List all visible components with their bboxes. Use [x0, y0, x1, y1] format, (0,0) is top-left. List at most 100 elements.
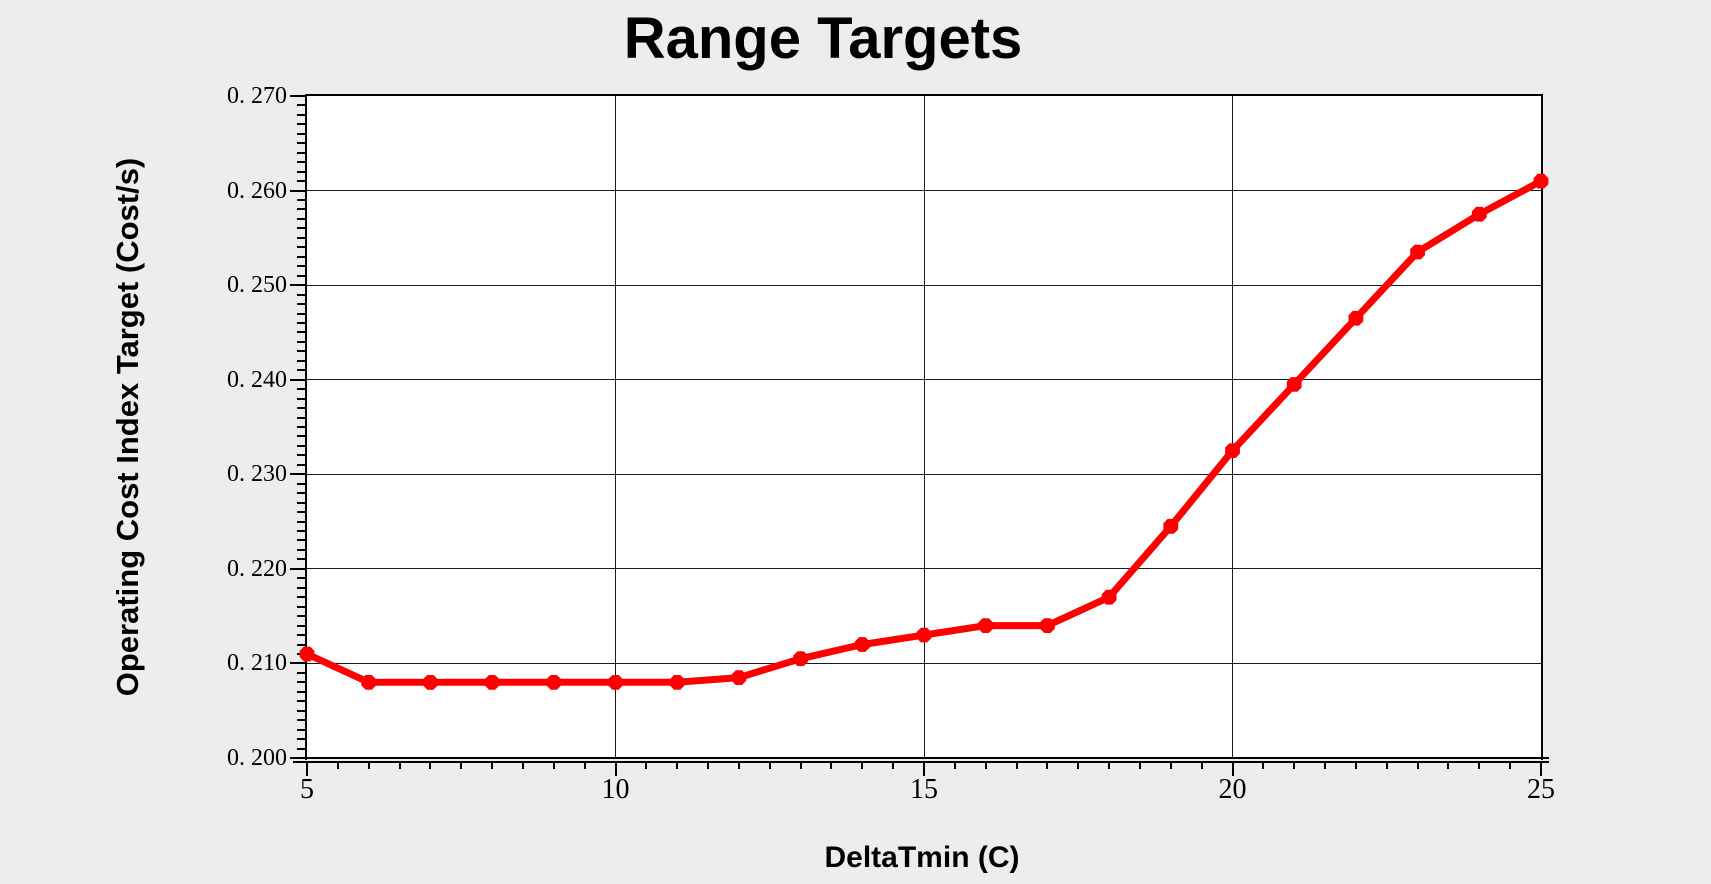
data-point-marker [299, 646, 315, 662]
x-gridline [923, 96, 925, 758]
x-tick-minor [1478, 763, 1481, 769]
x-tick-minor [552, 763, 555, 769]
y-tick-minor [297, 321, 305, 324]
y-tick-minor [297, 369, 305, 372]
y-tick-label: 0. 260 [227, 177, 287, 204]
y-tick-minor [297, 492, 305, 495]
data-point-marker [1225, 443, 1240, 458]
y-axis-line [305, 94, 307, 760]
y-tick-major [290, 662, 305, 665]
data-point-marker [1471, 206, 1487, 222]
x-tick-minor [830, 763, 833, 769]
y-tick-minor [297, 397, 305, 400]
y-tick-minor [297, 142, 305, 145]
x-tick-minor [1046, 763, 1049, 769]
y-tick-minor [297, 359, 305, 362]
x-tick-minor [707, 763, 710, 769]
data-point-marker [1101, 589, 1117, 605]
x-tick-minor [1447, 763, 1450, 769]
y-tick-minor [297, 246, 305, 249]
x-tick-minor [367, 763, 370, 769]
y-tick-minor [297, 331, 305, 334]
y-tick-minor [297, 501, 305, 504]
x-tick-minor [491, 763, 494, 769]
plot-area: 0. 200 0. 210 0. 220 0. 230 0. 240 0. 250 0. 2… [227, 83, 1555, 805]
y-tick-label: 0. 210 [227, 650, 287, 677]
y-tick-minor [297, 132, 305, 135]
y-tick-minor [297, 615, 305, 618]
y-tick-minor [297, 161, 305, 164]
y-tick-minor [297, 113, 305, 116]
y-tick-minor [297, 454, 305, 457]
y-tick-minor [297, 671, 305, 674]
x-tick-minor [1138, 763, 1141, 769]
x-tick-minor [953, 763, 956, 769]
data-point-marker [1348, 310, 1364, 326]
x-axis-baseline [293, 761, 1549, 763]
y-tick-minor [297, 293, 305, 296]
x-tick-label: 5 [300, 774, 314, 805]
y-tick-minor [297, 199, 305, 202]
y-tick-minor [297, 180, 305, 183]
x-gridline [615, 96, 616, 758]
y-tick-minor [297, 511, 305, 514]
x-tick-minor [1262, 763, 1265, 769]
y-tick-minor [297, 520, 305, 523]
x-tick-minor [768, 763, 771, 769]
y-tick-minor [297, 255, 305, 258]
x-tick-major [923, 763, 925, 776]
y-tick-major [290, 757, 305, 759]
x-tick-label: 15 [910, 774, 938, 805]
y-tick-minor [297, 435, 305, 438]
x-tick-minor [1509, 763, 1512, 769]
y-tick-minor [297, 123, 305, 126]
chart-title: Range Targets [623, 6, 1023, 71]
data-point-marker [608, 675, 623, 690]
y-axis-title: Operating Cost Index Target (Cost/s) [110, 157, 145, 697]
x-tick-minor [737, 763, 740, 769]
x-tick-minor [1416, 763, 1419, 769]
y-tick-minor [297, 104, 305, 107]
y-tick-minor [297, 634, 305, 637]
x-tick-major [614, 763, 617, 776]
y-tick-minor [297, 482, 305, 485]
y-tick-minor [297, 709, 305, 712]
y-tick-minor [297, 530, 305, 533]
y-tick-minor [297, 350, 305, 353]
plot-border-top [307, 94, 1541, 96]
y-tick-label: 0. 220 [227, 555, 287, 582]
y-tick-label: 0. 240 [227, 366, 287, 393]
y-tick-minor [297, 227, 305, 230]
series-layer [299, 173, 1549, 690]
y-tick-label: 0. 270 [227, 83, 287, 109]
x-tick-minor [398, 763, 401, 769]
data-point-marker [1163, 518, 1179, 534]
x-tick-label: 20 [1218, 774, 1247, 805]
y-tick-major [290, 95, 305, 97]
data-point-marker [361, 675, 377, 690]
x-tick-minor [1077, 763, 1080, 769]
data-point-marker [916, 627, 932, 643]
y-tick-minor [297, 407, 305, 410]
x-tick-label: 25 [1527, 774, 1555, 805]
x-tick-minor [676, 763, 679, 769]
plot-border-right [1541, 94, 1543, 760]
y-tick-minor [297, 265, 305, 268]
data-point-marker [423, 675, 438, 690]
y-tick-label: 0. 200 [227, 745, 287, 771]
data-point-marker [854, 637, 870, 652]
y-tick-major [290, 284, 305, 287]
data-point-marker [484, 675, 500, 690]
x-tick-minor [521, 763, 524, 769]
y-tick-minor [297, 539, 305, 542]
data-point-marker [978, 618, 994, 633]
y-tick-minor [297, 151, 305, 154]
x-tick-major [1231, 763, 1234, 776]
data-point-marker [1286, 377, 1302, 392]
y-tick-minor [297, 624, 305, 627]
data-point-marker [1040, 618, 1055, 633]
y-tick-major [290, 189, 305, 192]
series-line [305, 178, 1543, 686]
y-tick-minor [297, 700, 305, 703]
